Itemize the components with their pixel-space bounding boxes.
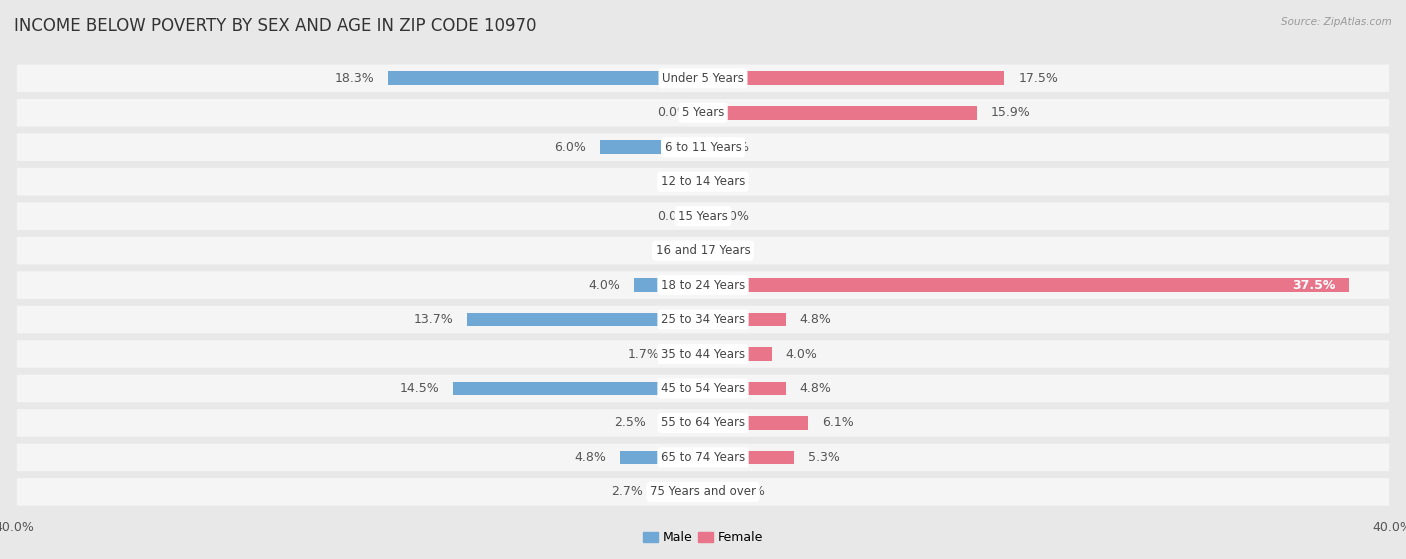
Bar: [703, 485, 720, 499]
Text: 37.5%: 37.5%: [1292, 278, 1336, 292]
Text: 0.0%: 0.0%: [717, 210, 749, 222]
Text: 55 to 64 Years: 55 to 64 Years: [661, 416, 745, 429]
Text: 35 to 44 Years: 35 to 44 Years: [661, 348, 745, 361]
Text: 0.0%: 0.0%: [657, 244, 689, 257]
Bar: [703, 416, 808, 430]
FancyBboxPatch shape: [17, 202, 1389, 230]
Bar: [388, 72, 703, 85]
Bar: [657, 485, 703, 499]
FancyBboxPatch shape: [17, 409, 1389, 437]
FancyBboxPatch shape: [17, 99, 1389, 126]
Text: 18 to 24 Years: 18 to 24 Years: [661, 278, 745, 292]
Text: 1.0%: 1.0%: [734, 485, 766, 499]
Text: 15.9%: 15.9%: [991, 106, 1031, 119]
Text: 6 to 11 Years: 6 to 11 Years: [665, 141, 741, 154]
Text: 2.7%: 2.7%: [610, 485, 643, 499]
Bar: [703, 347, 772, 361]
Text: 4.8%: 4.8%: [800, 313, 831, 326]
Bar: [703, 106, 977, 120]
Text: 0.0%: 0.0%: [717, 244, 749, 257]
Bar: [703, 72, 1004, 85]
Text: 25 to 34 Years: 25 to 34 Years: [661, 313, 745, 326]
FancyBboxPatch shape: [17, 271, 1389, 299]
FancyBboxPatch shape: [17, 444, 1389, 471]
Text: 45 to 54 Years: 45 to 54 Years: [661, 382, 745, 395]
Bar: [599, 140, 703, 154]
Text: 6.1%: 6.1%: [823, 416, 853, 429]
Text: 0.0%: 0.0%: [717, 141, 749, 154]
Text: 12 to 14 Years: 12 to 14 Years: [661, 175, 745, 188]
Text: 1.7%: 1.7%: [628, 348, 659, 361]
FancyBboxPatch shape: [17, 375, 1389, 402]
Text: Under 5 Years: Under 5 Years: [662, 72, 744, 85]
Text: 0.0%: 0.0%: [717, 175, 749, 188]
Text: 4.0%: 4.0%: [589, 278, 620, 292]
FancyBboxPatch shape: [17, 134, 1389, 161]
Text: 4.0%: 4.0%: [786, 348, 817, 361]
Bar: [467, 312, 703, 326]
Text: 5 Years: 5 Years: [682, 106, 724, 119]
Bar: [703, 312, 786, 326]
Text: 6.0%: 6.0%: [554, 141, 586, 154]
Bar: [634, 278, 703, 292]
Bar: [703, 382, 786, 395]
Bar: [453, 382, 703, 395]
Text: 65 to 74 Years: 65 to 74 Years: [661, 451, 745, 464]
Text: 17.5%: 17.5%: [1018, 72, 1059, 85]
Text: 5.3%: 5.3%: [808, 451, 839, 464]
Text: 0.0%: 0.0%: [657, 210, 689, 222]
Text: 4.8%: 4.8%: [800, 382, 831, 395]
FancyBboxPatch shape: [17, 64, 1389, 92]
FancyBboxPatch shape: [17, 168, 1389, 196]
Bar: [703, 278, 1348, 292]
Text: 14.5%: 14.5%: [399, 382, 440, 395]
Text: INCOME BELOW POVERTY BY SEX AND AGE IN ZIP CODE 10970: INCOME BELOW POVERTY BY SEX AND AGE IN Z…: [14, 17, 537, 35]
Legend: Male, Female: Male, Female: [638, 526, 768, 549]
Text: 0.0%: 0.0%: [657, 106, 689, 119]
Bar: [673, 347, 703, 361]
FancyBboxPatch shape: [17, 306, 1389, 333]
Bar: [703, 451, 794, 465]
FancyBboxPatch shape: [17, 237, 1389, 264]
Text: 15 Years: 15 Years: [678, 210, 728, 222]
Bar: [659, 416, 703, 430]
Text: 75 Years and over: 75 Years and over: [650, 485, 756, 499]
Bar: [620, 451, 703, 465]
Text: 0.0%: 0.0%: [657, 175, 689, 188]
FancyBboxPatch shape: [17, 478, 1389, 506]
Text: Source: ZipAtlas.com: Source: ZipAtlas.com: [1281, 17, 1392, 27]
FancyBboxPatch shape: [17, 340, 1389, 368]
Text: 4.8%: 4.8%: [575, 451, 606, 464]
Text: 13.7%: 13.7%: [413, 313, 453, 326]
Text: 16 and 17 Years: 16 and 17 Years: [655, 244, 751, 257]
Text: 18.3%: 18.3%: [335, 72, 374, 85]
Text: 2.5%: 2.5%: [614, 416, 647, 429]
